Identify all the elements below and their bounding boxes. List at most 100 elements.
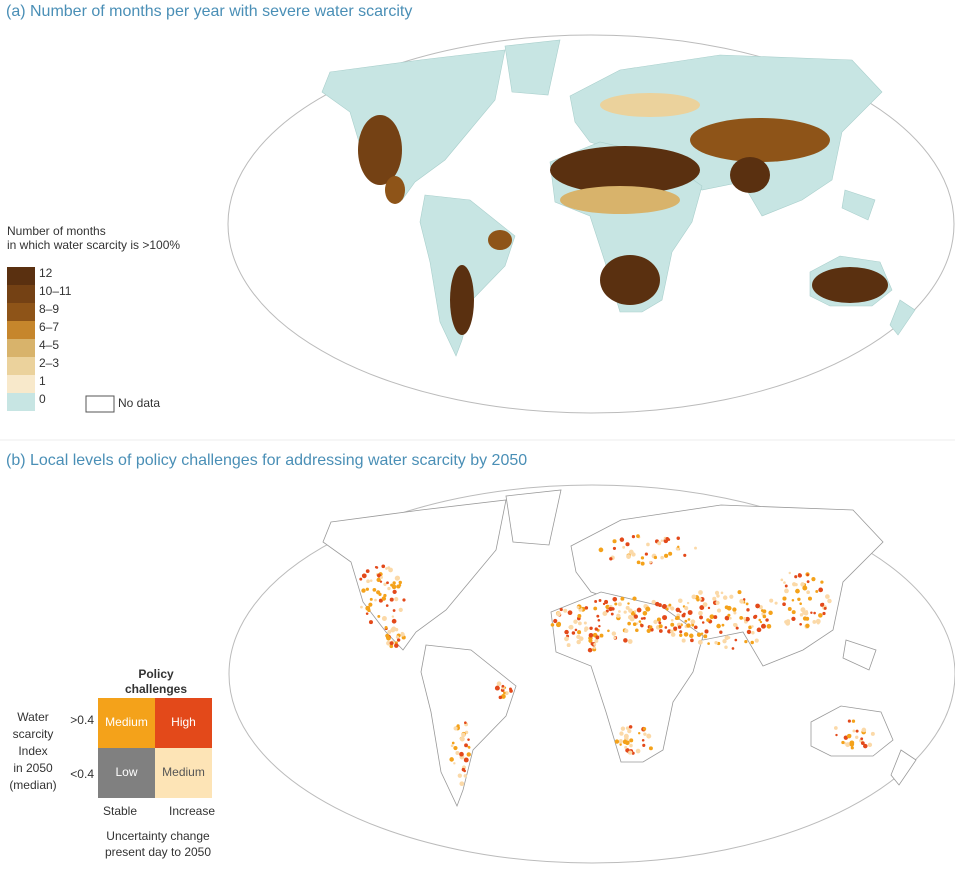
legend-swatch — [7, 321, 35, 339]
hotspot-dot — [625, 605, 630, 610]
hotspot-dot — [681, 638, 686, 643]
hotspot-dot — [501, 684, 505, 688]
cell-label: Medium — [105, 715, 148, 729]
hotspot-dot — [863, 743, 868, 749]
hotspot-dot — [386, 581, 389, 585]
row-label: >0.4 — [70, 713, 94, 727]
hotspot-dot — [366, 579, 370, 584]
hotspot-dot — [385, 567, 388, 570]
hotspot-dot — [564, 629, 569, 635]
hotspot-dot — [658, 621, 662, 625]
hotspot-dot — [638, 732, 641, 735]
hotspot-dot — [636, 534, 640, 538]
hotspot-dot — [732, 607, 737, 612]
hotspot-dot — [726, 605, 732, 611]
hotspot-dot — [626, 554, 631, 559]
hotspot-dot — [646, 733, 652, 739]
hotspot-dot — [577, 621, 582, 626]
hotspot-dot — [619, 743, 622, 746]
hotspot-dot — [383, 593, 387, 598]
matrix-cell — [155, 748, 212, 798]
hotspot-dot — [450, 744, 454, 748]
hotspot-dot — [614, 602, 618, 606]
hotspot-dot — [660, 539, 664, 542]
hotspot-dot — [812, 620, 817, 624]
hotspot-dot — [451, 741, 455, 745]
hotspot-dot — [786, 619, 791, 624]
hotspot-dot — [690, 619, 696, 625]
hotspot-dot — [658, 629, 663, 633]
hotspot-dot — [731, 647, 735, 650]
legend-label: 8–9 — [39, 302, 59, 316]
hotspot-dot — [783, 581, 786, 584]
hotspot-dot — [567, 610, 573, 616]
row-label: <0.4 — [70, 767, 94, 781]
hotspot-dot — [784, 584, 788, 588]
hotspot-dot — [365, 612, 369, 615]
hotspot-dot — [374, 566, 378, 569]
hotspot-dot — [818, 587, 824, 593]
hotspot-dot — [653, 555, 658, 560]
hotspot-dot — [359, 577, 363, 581]
hotspot-dot — [588, 632, 594, 638]
hotspot-dot — [644, 552, 648, 556]
hotspot-dot — [746, 608, 750, 612]
legend-label: 0 — [39, 392, 46, 406]
hotspot-dot — [598, 547, 604, 553]
hotspot-dot — [851, 719, 856, 723]
hotspot-dot — [724, 635, 730, 641]
panel-title: (b) Local levels of policy challenges fo… — [6, 452, 527, 469]
hotspot-dot — [664, 626, 668, 629]
hotspot-dot — [361, 588, 366, 593]
hotspot-dot — [619, 537, 625, 542]
hotspot-dot — [850, 746, 854, 750]
matrix-cell — [98, 698, 155, 748]
hotspot-dot — [589, 638, 593, 641]
hotspot-dot — [494, 685, 500, 691]
hotspot-dot — [365, 587, 369, 591]
hotspot-dot — [684, 606, 689, 611]
hotspot-dot — [609, 557, 613, 561]
hotspot-dot — [464, 743, 468, 748]
hotspot-dot — [670, 622, 675, 627]
hotspot-dot — [766, 623, 772, 629]
hotspot-dot — [633, 610, 637, 613]
hotspot-dot — [381, 564, 386, 569]
hotspot-dot — [593, 606, 598, 611]
hotspot-dot — [797, 597, 801, 602]
hotspot-dot — [369, 579, 373, 582]
hotspot-dot — [792, 582, 797, 587]
hotspot-dot — [390, 583, 394, 587]
hotspot-dot — [503, 691, 506, 695]
hotspot-dot — [555, 622, 561, 628]
hotspot-dot — [806, 590, 810, 595]
hotspot-dot — [642, 727, 647, 731]
hotspot-dot — [712, 596, 717, 601]
hotspot-dot — [660, 555, 664, 560]
hotspot-dot — [623, 610, 627, 614]
hotspot-dot — [820, 580, 824, 584]
hotspot-dot — [453, 762, 456, 765]
hotspot-dot — [578, 636, 584, 641]
hotspot-dot — [762, 614, 767, 619]
column-label: Increase — [169, 804, 215, 818]
hotspot-dot — [849, 742, 855, 747]
hotspot-dot — [657, 541, 662, 546]
legend-label: 1 — [39, 374, 46, 388]
hotspot-dot — [556, 611, 561, 617]
hotspot-dot — [721, 623, 725, 627]
axis-label: (median) — [9, 778, 56, 792]
hotspot-dot — [372, 587, 377, 592]
hotspot-dot — [386, 640, 391, 646]
hotspot-dot — [661, 604, 667, 609]
hotspot-dot — [835, 733, 838, 737]
hotspot-dot — [550, 623, 555, 627]
hotspot-dot — [670, 629, 674, 634]
hotspot-dot — [635, 748, 641, 754]
hotspot-dot — [716, 608, 722, 613]
hotspot-dot — [589, 626, 593, 631]
hotspot-dot — [504, 691, 509, 696]
hotspot-dot — [390, 627, 396, 633]
hotspot-dot — [629, 743, 633, 748]
hotspot-dot — [669, 606, 672, 609]
